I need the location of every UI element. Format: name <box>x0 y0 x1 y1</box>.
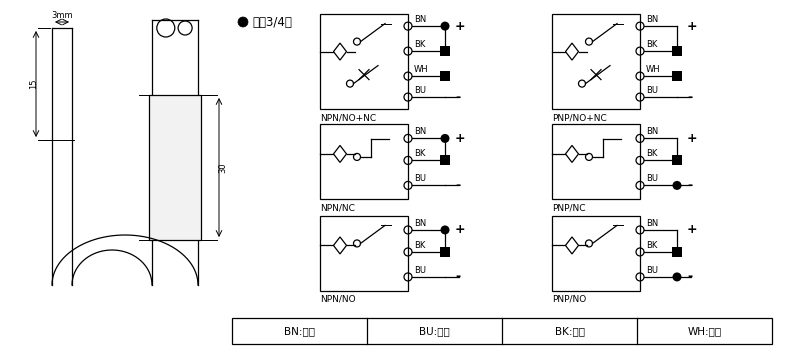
Text: +: + <box>687 224 698 237</box>
Text: WH:白色: WH:白色 <box>687 326 722 336</box>
Text: 直涁3/4线: 直涁3/4线 <box>252 15 292 29</box>
Text: BN: BN <box>646 15 658 24</box>
Text: PNP/NC: PNP/NC <box>552 203 586 212</box>
Text: BU: BU <box>646 266 658 275</box>
Text: WH: WH <box>414 65 429 74</box>
Circle shape <box>441 134 450 143</box>
Text: +: + <box>455 132 466 145</box>
Bar <box>440 247 450 257</box>
Text: BK: BK <box>646 241 658 250</box>
Text: BU: BU <box>414 175 426 183</box>
Text: PNP/NO: PNP/NO <box>552 295 586 304</box>
Text: +: + <box>687 132 698 145</box>
Bar <box>440 46 450 56</box>
Bar <box>552 216 640 291</box>
Circle shape <box>238 17 248 27</box>
Circle shape <box>673 181 682 190</box>
Text: WH: WH <box>646 65 661 74</box>
Text: BU: BU <box>414 86 426 95</box>
Bar <box>552 14 640 109</box>
Circle shape <box>441 225 450 234</box>
Bar <box>440 71 450 81</box>
Bar <box>672 247 682 257</box>
Text: +: + <box>455 20 466 33</box>
Bar <box>440 156 450 165</box>
Bar <box>672 71 682 81</box>
Bar <box>672 46 682 56</box>
Text: NPN/NO: NPN/NO <box>320 295 356 304</box>
Circle shape <box>441 21 450 31</box>
Circle shape <box>673 71 682 81</box>
Text: BU: BU <box>414 266 426 275</box>
Text: BN: BN <box>646 219 658 228</box>
Text: NPN/NO+NC: NPN/NO+NC <box>320 113 376 122</box>
Text: BU: BU <box>646 86 658 95</box>
Bar <box>320 14 408 109</box>
Text: -: - <box>455 179 460 192</box>
Text: BK: BK <box>646 149 658 158</box>
Text: BU:兰色: BU:兰色 <box>419 326 450 336</box>
Text: 3mm: 3mm <box>51 11 73 20</box>
Text: BN: BN <box>414 15 426 24</box>
Bar <box>320 216 408 291</box>
Text: +: + <box>687 20 698 33</box>
Bar <box>672 156 682 165</box>
Text: BN:棕色: BN:棕色 <box>284 326 315 336</box>
Text: BN: BN <box>414 219 426 228</box>
Text: PNP/NO+NC: PNP/NO+NC <box>552 113 606 122</box>
Text: +: + <box>455 224 466 237</box>
Circle shape <box>673 272 682 282</box>
Bar <box>320 124 408 200</box>
Bar <box>149 95 201 240</box>
Text: -: - <box>455 90 460 103</box>
Text: -: - <box>687 270 692 283</box>
Text: 15: 15 <box>30 79 38 89</box>
Text: -: - <box>455 270 460 283</box>
Text: 30: 30 <box>218 162 227 173</box>
Text: NPN/NC: NPN/NC <box>320 203 355 212</box>
Text: -: - <box>687 179 692 192</box>
Bar <box>552 124 640 200</box>
Bar <box>232 318 772 344</box>
Text: BK:黑色: BK:黑色 <box>554 326 585 336</box>
Text: BK: BK <box>414 40 426 49</box>
Text: -: - <box>687 90 692 103</box>
Text: BN: BN <box>414 127 426 137</box>
Text: BK: BK <box>414 149 426 158</box>
Text: BN: BN <box>646 127 658 137</box>
Text: BK: BK <box>414 241 426 250</box>
Text: BK: BK <box>646 40 658 49</box>
Text: BU: BU <box>646 175 658 183</box>
